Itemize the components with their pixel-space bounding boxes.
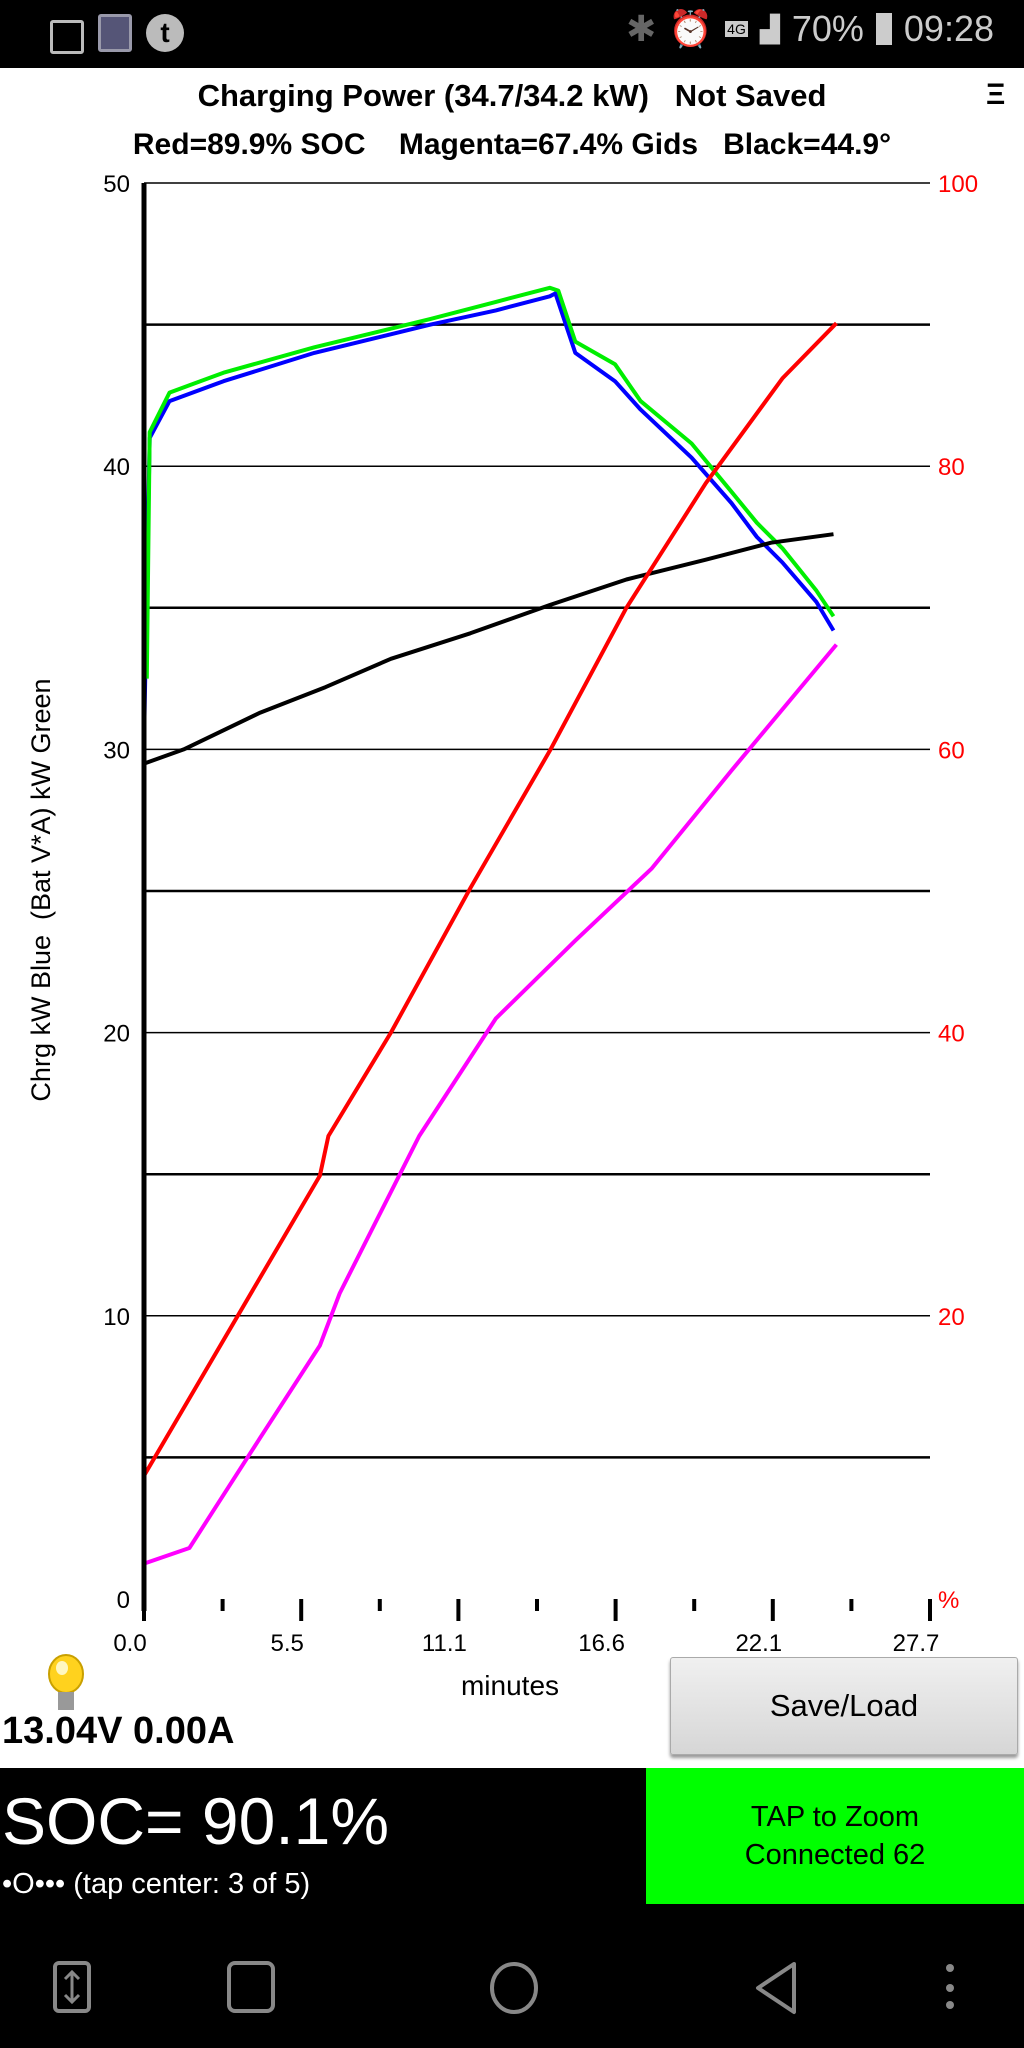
app-icon bbox=[98, 14, 132, 52]
x-tick-label: 16.6 bbox=[578, 1630, 625, 1657]
series-line-3 bbox=[142, 321, 838, 1477]
soc-readout: SOC= 90.1% bbox=[2, 1784, 390, 1858]
y2-tick-label: 40 bbox=[938, 1021, 965, 1048]
menu-icon[interactable]: Ξ bbox=[986, 78, 1006, 111]
gallery-icon bbox=[50, 20, 84, 54]
series-line-4 bbox=[143, 643, 838, 1566]
y-tick-label: 20 bbox=[103, 1021, 130, 1048]
page-indicator[interactable]: •O••• (tap center: 3 of 5) bbox=[2, 1868, 311, 1900]
y-tick-label: 30 bbox=[103, 737, 130, 764]
y2-tick-label: 80 bbox=[938, 454, 965, 481]
series-line-2 bbox=[143, 532, 834, 766]
network-icon: 4G bbox=[725, 21, 748, 37]
home-icon[interactable] bbox=[488, 1960, 540, 2016]
x-tick-label: 11.1 bbox=[422, 1630, 467, 1657]
battery-icon bbox=[875, 13, 892, 45]
battery-percent: 70% bbox=[791, 8, 864, 49]
voltage-current-readout: 13.04V 0.00A bbox=[2, 1710, 235, 1752]
x-axis-label: minutes bbox=[461, 1670, 559, 1701]
status-bar: t ✱ ⏰ 4G ▟ 70% 09:28 bbox=[0, 0, 1024, 68]
chart-title: Charging Power (34.7/34.2 kW) Not Saved bbox=[197, 78, 827, 113]
recents-icon[interactable] bbox=[226, 1960, 278, 2016]
x-tick-label: 22.1 bbox=[735, 1630, 782, 1657]
y-tick-label: 50 bbox=[103, 171, 130, 198]
back-icon[interactable] bbox=[752, 1960, 800, 2016]
x-tick-label: 0.0 bbox=[113, 1630, 146, 1657]
series-line-0 bbox=[142, 291, 836, 744]
zoom-label: TAP to Zoom bbox=[750, 1801, 920, 1833]
tumblr-icon: t bbox=[146, 14, 184, 52]
x-tick-label: 5.5 bbox=[271, 1630, 304, 1657]
save-load-button[interactable]: Save/Load bbox=[670, 1657, 1018, 1755]
y2-tick-label: 20 bbox=[938, 1304, 965, 1331]
x-tick-label: 27.7 bbox=[893, 1630, 940, 1657]
alarm-icon: ⏰ bbox=[668, 8, 714, 49]
tap-to-zoom-button[interactable]: TAP to Zoom Connected 62 bbox=[646, 1768, 1024, 1904]
y2-tick-label: % bbox=[938, 1587, 959, 1614]
chart-subtitle: Red=89.9% SOC Magenta=67.4% Gids Black=4… bbox=[132, 128, 892, 161]
y-tick-label: 40 bbox=[103, 454, 130, 481]
connection-status: Connected 62 bbox=[744, 1839, 926, 1871]
chart[interactable]: 0.0 5.5 11.1 16.6 22.1 27.7 0 10 20 30 40 50% 20 40 60… bbox=[0, 0, 1024, 1720]
screen-switch-icon[interactable] bbox=[52, 1960, 92, 2016]
y-tick-label: 0 bbox=[117, 1587, 130, 1614]
more-icon[interactable] bbox=[944, 1960, 956, 2016]
bluetooth-icon: ✱ bbox=[626, 8, 657, 49]
series-line-1 bbox=[144, 285, 836, 679]
y2-tick-label: 60 bbox=[938, 737, 965, 764]
lightbulb-icon[interactable] bbox=[46, 1654, 86, 1714]
y-axis-label: Chrg kW Blue (Bat V*A) kW Green bbox=[26, 678, 56, 1101]
signal-icon: ▟ bbox=[759, 13, 780, 44]
y-tick-label: 10 bbox=[103, 1304, 130, 1331]
y2-tick-label: 100 bbox=[938, 171, 978, 198]
clock: 09:28 bbox=[903, 8, 994, 49]
